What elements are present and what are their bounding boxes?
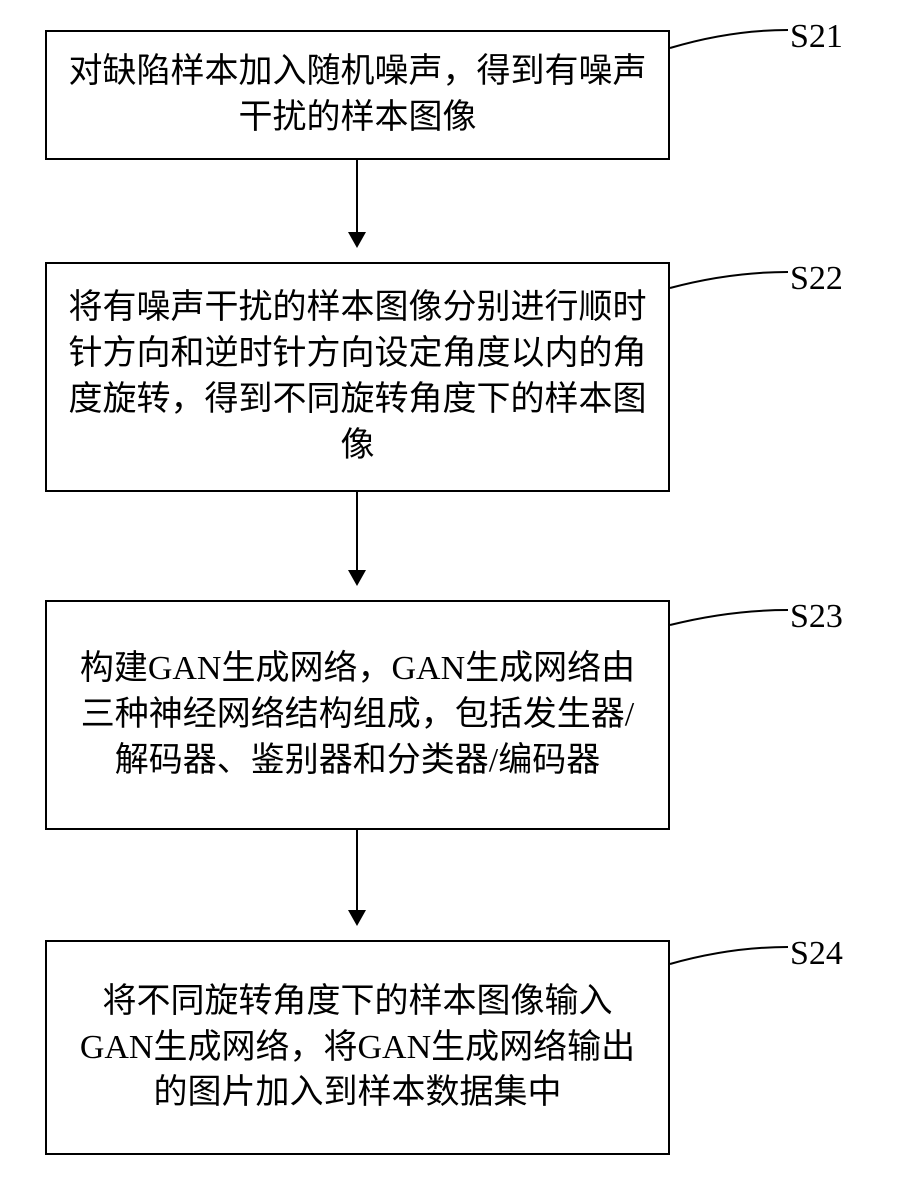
step-label-s22: S22 [790, 260, 843, 298]
step-label-s23: S23 [790, 598, 843, 636]
step-box-s23: 构建GAN生成网络，GAN生成网络由三种神经网络结构组成，包括发生器/解码器、鉴… [45, 600, 670, 830]
arrow-s23-s24 [356, 830, 358, 924]
step-label-s21: S21 [790, 18, 843, 56]
step-text-s23: 构建GAN生成网络，GAN生成网络由三种神经网络结构组成，包括发生器/解码器、鉴… [67, 646, 648, 784]
step-box-s22: 将有噪声干扰的样本图像分别进行顺时针方向和逆时针方向设定角度以内的角度旋转，得到… [45, 262, 670, 492]
flowchart-container: 对缺陷样本加入随机噪声，得到有噪声干扰的样本图像 S21 将有噪声干扰的样本图像… [0, 0, 906, 1179]
step-text-s24: 将不同旋转角度下的样本图像输入GAN生成网络，将GAN生成网络输出的图片加入到样… [67, 979, 648, 1117]
step-text-s21: 对缺陷样本加入随机噪声，得到有噪声干扰的样本图像 [67, 49, 648, 141]
step-box-s21: 对缺陷样本加入随机噪声，得到有噪声干扰的样本图像 [45, 30, 670, 160]
arrow-s22-s23 [356, 492, 358, 584]
step-box-s24: 将不同旋转角度下的样本图像输入GAN生成网络，将GAN生成网络输出的图片加入到样… [45, 940, 670, 1155]
arrow-s21-s22 [356, 160, 358, 246]
step-label-s24: S24 [790, 935, 843, 973]
step-text-s22: 将有噪声干扰的样本图像分别进行顺时针方向和逆时针方向设定角度以内的角度旋转，得到… [67, 285, 648, 469]
